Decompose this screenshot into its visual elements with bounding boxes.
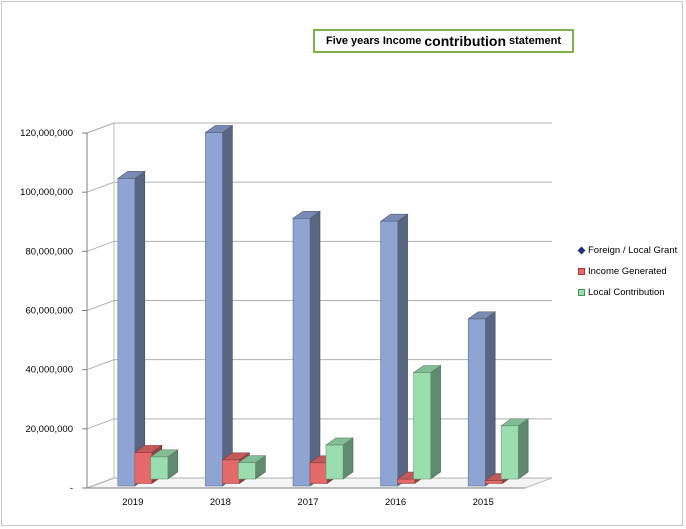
bar [397, 478, 415, 484]
bar [150, 456, 169, 480]
bar-side [134, 170, 146, 487]
x-tick-label: 2018 [210, 497, 231, 508]
y-tick-label: 20,000,000 [25, 424, 73, 435]
bar-top [204, 125, 234, 133]
bar-side [309, 210, 321, 487]
chart-title-part-2: contribution [424, 33, 507, 49]
bar-side [222, 124, 233, 487]
bar [325, 444, 344, 480]
bar [134, 452, 153, 484]
bar-top [292, 210, 321, 219]
legend-marker-square-icon [578, 289, 585, 296]
bar-top [500, 418, 530, 427]
chart-title-part-3: statement [509, 35, 561, 47]
x-tick-label: 2019 [122, 497, 143, 508]
chart-title: Five years Income contribution statement [313, 29, 574, 53]
bar-side [397, 213, 408, 487]
legend-marker-diamond-icon [577, 246, 586, 255]
bar [413, 372, 431, 480]
gridline [86, 181, 552, 193]
bar-top [116, 171, 146, 179]
bar-top [325, 437, 354, 446]
bar-top [237, 455, 267, 464]
y-tick-label: 100,000,000 [20, 187, 73, 198]
gridline [86, 122, 552, 134]
legend-item-income-generated: Income Generated [578, 261, 677, 282]
legend-item-local-contribution: Local Contribution [578, 282, 677, 303]
y-tick-label: 40,000,000 [25, 365, 73, 376]
bar [500, 425, 519, 480]
bar-top [133, 445, 163, 453]
legend-item-foreign-local-grant: Foreign / Local Grant [577, 240, 678, 261]
bar [309, 462, 328, 484]
bar [117, 178, 136, 487]
y-tick-label: - [70, 483, 73, 494]
bar [205, 132, 223, 487]
bar [484, 480, 503, 484]
bar-side [517, 418, 529, 480]
bar-top [379, 213, 409, 222]
bar-top [149, 449, 179, 458]
bar-top [467, 311, 497, 320]
x-tick-label: 2017 [297, 497, 318, 508]
bar [467, 318, 486, 487]
y-tick-label: 60,000,000 [25, 306, 73, 317]
legend-marker-square-icon [578, 268, 585, 275]
bar [238, 462, 256, 480]
chart-title-part-1: Five years Income [325, 35, 422, 47]
y-tick-label: 120,000,000 [20, 128, 73, 139]
bar [292, 217, 311, 487]
bar [380, 220, 398, 487]
legend-label: Income Generated [588, 266, 667, 277]
legend-label: Foreign / Local Grant [588, 245, 678, 256]
bar-side [484, 311, 496, 487]
legend-label: Local Contribution [588, 287, 665, 298]
bar [222, 459, 240, 484]
bar-top [412, 365, 442, 373]
y-tick-label: 80,000,000 [25, 246, 73, 257]
x-tick-label: 2016 [385, 497, 406, 508]
bar-side [430, 364, 441, 480]
bar-top [221, 452, 251, 461]
x-tick-label: 2015 [473, 497, 494, 508]
chart-legend: Foreign / Local Grant Income Generated L… [577, 240, 678, 303]
